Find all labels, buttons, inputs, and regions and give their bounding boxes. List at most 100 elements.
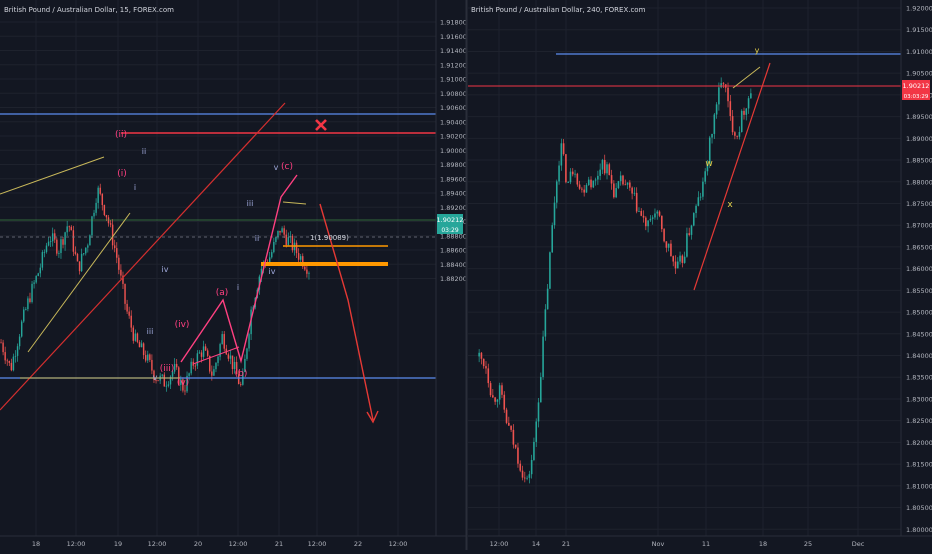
candle-body	[105, 215, 108, 218]
candle-body	[76, 253, 79, 262]
right-time-axis[interactable]: 12:00 14 21 Nov 11 18 25 Dec	[490, 540, 865, 548]
candle-body	[6, 360, 8, 362]
candle-body	[279, 230, 281, 233]
candle-body	[215, 362, 217, 370]
wave-label: (v)	[177, 378, 189, 388]
candle-body	[718, 87, 720, 105]
candle-body	[599, 169, 601, 176]
price-tick-label: 1.82000	[906, 439, 932, 447]
candle-body	[670, 243, 672, 257]
candle-body	[122, 275, 124, 284]
wave-label: (b)	[235, 369, 248, 379]
candle-body	[555, 181, 558, 203]
price-tick-label: 1.81500	[906, 461, 932, 469]
candle-body	[211, 371, 213, 376]
candle-body	[85, 247, 87, 254]
candle-body	[231, 355, 234, 370]
candle-body	[58, 252, 60, 254]
left-time-axis[interactable]: 18 12:00 19 12:00 20 12:00 21 12:00 22 12:00	[32, 540, 408, 548]
left-projection-path[interactable]	[319, 203, 374, 421]
candle-body	[619, 175, 622, 182]
candle-body	[521, 470, 524, 478]
right-chart-header: British Pound / Australian Dollar, 240, …	[471, 6, 646, 14]
candle-body	[29, 298, 31, 302]
candle-body	[638, 210, 640, 212]
candle-body	[142, 343, 145, 356]
candle-body	[722, 83, 725, 85]
candle-body	[720, 83, 722, 88]
candle-body	[615, 188, 617, 198]
x-mark-icon[interactable]	[315, 119, 327, 131]
right-price-axis[interactable]: 1.920001.915001.910001.905001.900001.895…	[906, 5, 932, 534]
price-tick-label: 1.88500	[906, 157, 932, 165]
wave-label: (i)	[117, 169, 127, 179]
candle-body	[626, 182, 629, 185]
candle-body	[66, 226, 68, 233]
candle-body	[544, 309, 547, 337]
candle-body	[209, 355, 211, 372]
right-chart-pane[interactable]: w x y British Pound / Australian Dollar,…	[468, 0, 932, 548]
time-tick-label: 25	[804, 540, 812, 548]
time-tick-label: 18	[32, 540, 40, 548]
right-price-tag	[902, 80, 930, 91]
candle-body	[606, 164, 608, 174]
left-wedge-top	[282, 201, 307, 205]
candle-body	[295, 242, 298, 254]
left-channel-top[interactable]	[0, 156, 105, 195]
candle-body	[95, 202, 97, 213]
price-tick-label: 1.88400	[440, 261, 467, 269]
price-tick-label: 1.88200	[440, 275, 467, 283]
candle-body	[10, 362, 13, 371]
candle-body	[186, 375, 188, 392]
candle-body	[124, 283, 126, 304]
candle-body	[686, 233, 688, 257]
left-abc-zigzag[interactable]	[180, 174, 298, 364]
candle-body	[202, 346, 205, 357]
wave-label: ii	[255, 234, 259, 243]
candle-body	[109, 223, 112, 225]
right-trendline[interactable]	[693, 62, 771, 291]
time-tick-label: Dec	[852, 540, 865, 548]
left-red-trendline[interactable]	[0, 102, 286, 411]
time-tick-label: 12:00	[389, 540, 408, 548]
wave-label: iii	[247, 199, 254, 208]
price-tick-label: 1.90200	[440, 133, 467, 141]
candle-body	[498, 385, 501, 400]
wave-label: ii	[142, 147, 146, 156]
candle-body	[178, 367, 180, 385]
candle-body	[128, 311, 130, 316]
right-wedge-line	[732, 66, 761, 89]
candle-body	[60, 239, 62, 253]
candle-body	[617, 181, 620, 189]
candle-body	[494, 397, 496, 402]
candle-body	[134, 333, 137, 341]
candle-body	[221, 334, 223, 345]
candle-body	[138, 342, 141, 348]
price-tick-label: 1.88600	[440, 247, 467, 255]
candle-body	[727, 87, 729, 102]
candle-body	[74, 251, 77, 254]
time-tick-label: 12:00	[229, 540, 248, 548]
candle-body	[285, 234, 287, 245]
candle-body	[613, 183, 615, 198]
candle-body	[508, 422, 510, 426]
candle-body	[517, 447, 519, 464]
candle-body	[70, 226, 73, 231]
price-tick-label: 1.83500	[906, 374, 932, 382]
time-tick-label: 19	[114, 540, 122, 548]
candle-body	[277, 230, 279, 238]
time-tick-label: Nov	[652, 540, 665, 548]
price-tick-label: 1.84500	[906, 330, 932, 338]
left-channel-bottom[interactable]	[27, 212, 131, 353]
candle-body	[155, 380, 157, 381]
price-tick-label: 1.88000	[906, 178, 932, 186]
price-tick-label: 1.80000	[906, 526, 932, 534]
price-tick-label: 1.90600	[440, 104, 467, 112]
candle-body	[14, 355, 17, 357]
wave-label: y	[755, 46, 760, 55]
left-chart-pane[interactable]: 1(1.90089) (ii) (i) ii i iv iii (iv) (ii…	[0, 0, 467, 548]
candle-body	[149, 354, 151, 360]
candle-body	[706, 163, 709, 172]
candle-body	[549, 252, 551, 289]
